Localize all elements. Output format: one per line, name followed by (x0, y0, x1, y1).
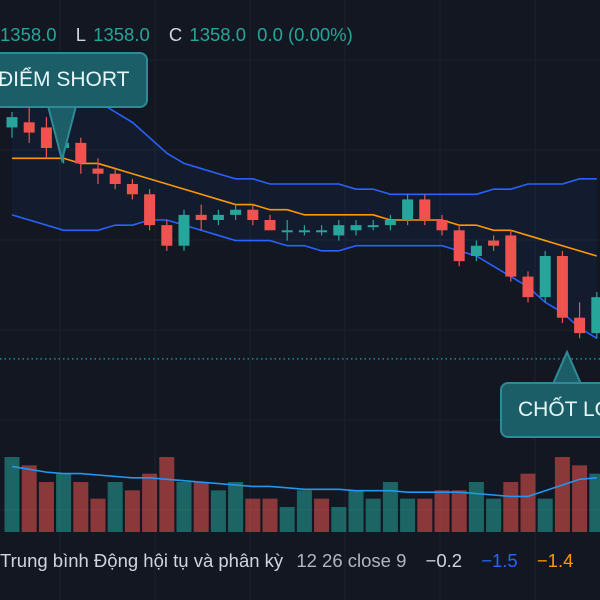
candle-body (40, 127, 52, 148)
volume-bar (4, 457, 20, 532)
volume-bar (382, 482, 398, 532)
ohlc-legend: 1358.0 L 1358.0 C 1358.0 0.0 (0.00%) (0, 22, 367, 48)
candle-body (384, 220, 396, 226)
volume-bar (365, 498, 381, 532)
candle-body (298, 230, 310, 233)
candle-body (264, 220, 276, 231)
volume-bar (486, 498, 502, 532)
indicator-name[interactable]: Trung bình Động hội tụ và phân kỳ (0, 550, 284, 571)
volume-bar (348, 490, 364, 532)
take-profit-label: CHỐT LỜI (518, 398, 600, 421)
candle-body (212, 214, 224, 220)
candle-body (333, 225, 345, 236)
volume-bar (331, 507, 347, 532)
volume-bars (4, 457, 600, 532)
low-value: 1358.0 (93, 24, 150, 45)
candle-body (505, 235, 517, 277)
candle-body (419, 199, 431, 220)
volume-bar (38, 482, 54, 532)
close-value: 1358.0 (189, 24, 247, 45)
candle-body (574, 317, 586, 334)
volume-bar (279, 507, 295, 532)
volume-bar (262, 498, 278, 532)
short-entry-label: ĐIỂM SHORT (0, 68, 130, 91)
volume-bar (124, 490, 140, 532)
candle-body (126, 184, 138, 195)
take-profit-callout[interactable]: CHỐT LỜI (500, 382, 600, 438)
candle-body (6, 117, 18, 128)
candle-body (436, 220, 448, 231)
volume-bar (142, 473, 158, 532)
lower-band (11, 214, 598, 339)
histogram-value: −0.2 (425, 550, 463, 571)
candle-body (144, 194, 156, 226)
volume-bar (314, 498, 330, 532)
volume-bar (90, 498, 106, 532)
candle-body (522, 276, 534, 298)
volume-bar (537, 498, 553, 532)
volume-bar (417, 498, 433, 532)
macd-legend: Trung bình Động hội tụ và phân kỳ 12 26 … (0, 548, 573, 574)
macd-line (11, 465, 597, 498)
volume-bar (589, 473, 600, 532)
indicator-params: 12 26 close 9 (296, 550, 407, 571)
volume-bar (503, 482, 519, 532)
upper-band (11, 90, 597, 196)
candle-body (402, 199, 414, 220)
candle-body (247, 209, 259, 220)
candle-body (316, 230, 328, 233)
volume-bar (520, 473, 536, 532)
candle-body (556, 256, 568, 318)
volume-bar (296, 490, 312, 532)
signal-value: −1.4 (536, 550, 574, 571)
candle-body (367, 225, 379, 228)
candle-body (92, 168, 104, 174)
candle-body (539, 256, 551, 298)
short-entry-callout[interactable]: ĐIỂM SHORT (0, 52, 148, 108)
change-value: 0.0 (0.00%) (257, 24, 353, 45)
macd-series (11, 465, 597, 498)
close-label: C (168, 24, 183, 45)
volume-bar (400, 498, 416, 532)
volume-bar (107, 482, 123, 532)
volume-bar (21, 465, 37, 532)
candle-body (230, 209, 242, 215)
volume-bar (572, 465, 588, 532)
candle-body (470, 245, 482, 256)
volume-bar (176, 482, 192, 532)
volume-bar (159, 457, 175, 532)
volume-bar (193, 482, 209, 532)
candle-body (178, 214, 190, 246)
volume-bar (210, 490, 226, 532)
candle-body (161, 225, 173, 246)
low-label: L (75, 24, 87, 45)
volume-bar (468, 482, 484, 532)
bollinger-bands (11, 90, 598, 339)
volume-bar (73, 482, 89, 532)
open-value: 1358.0 (0, 24, 57, 45)
volume-bar (451, 490, 467, 532)
macd-value: −1.5 (481, 550, 518, 571)
candle-body (195, 214, 207, 220)
candle-body (109, 173, 121, 184)
volume-bar (56, 473, 72, 532)
volume-bar (434, 490, 450, 532)
volume-bar (228, 482, 244, 532)
candle-body (23, 122, 35, 133)
candle-body (591, 297, 600, 334)
volume-bar (554, 457, 570, 532)
candle-body (350, 225, 362, 231)
basis-line (12, 157, 598, 257)
volume-bar (245, 498, 261, 532)
candle-body (488, 240, 500, 246)
take-profit-callout-pointer (551, 349, 583, 385)
candlestick-series (6, 106, 600, 339)
candle-body (453, 230, 465, 262)
candle-body (75, 142, 87, 164)
candle-body (281, 230, 293, 233)
